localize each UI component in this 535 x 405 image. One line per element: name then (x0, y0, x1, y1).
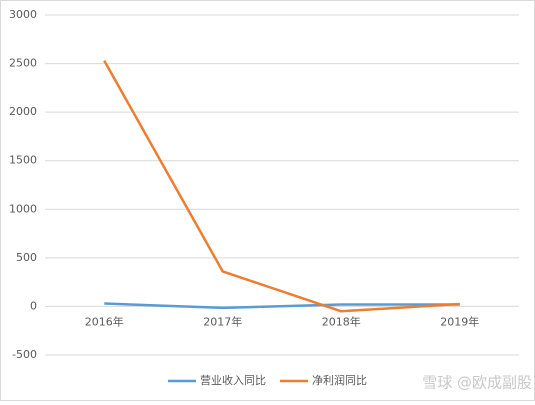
x-tick-label: 2016年 (85, 314, 124, 328)
legend-label: 营业收入同比 (200, 373, 266, 387)
y-tick-label: -500 (12, 348, 37, 361)
y-tick-label: 1000 (9, 202, 37, 215)
y-tick-label: 500 (16, 251, 37, 264)
series-line (104, 302, 460, 310)
y-tick-label: 0 (30, 299, 37, 312)
y-tick-label: 2500 (9, 57, 37, 70)
watermark: 雪球 @欧成副股 (422, 374, 532, 392)
y-tick-label: 1500 (9, 154, 37, 167)
y-tick-label: 2000 (9, 105, 37, 118)
x-tick-label: 2019年 (440, 314, 479, 328)
legend-label: 净利润同比 (312, 373, 367, 387)
y-tick-label: 3000 (9, 8, 37, 21)
x-tick-label: 2018年 (322, 314, 361, 328)
x-tick-label: 2017年 (203, 314, 242, 328)
series-line (103, 60, 460, 313)
